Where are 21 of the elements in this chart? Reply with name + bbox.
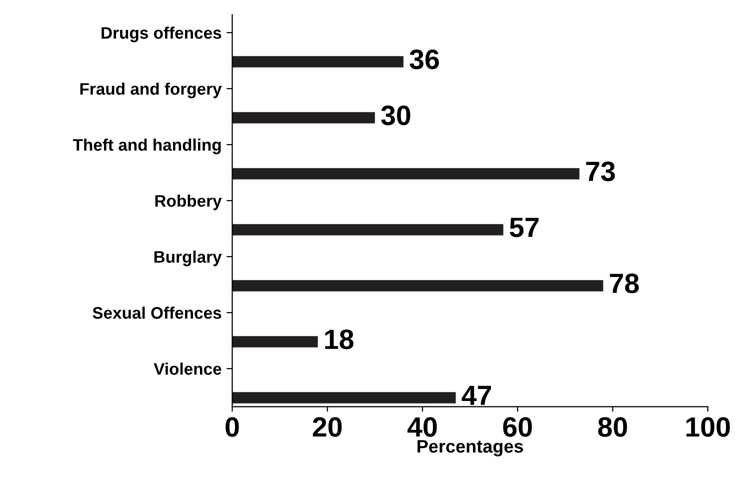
y-tick-label: Violence [154,362,222,375]
y-tick-label: Fraud and forgery [80,82,222,98]
x-axis-title: Percentages [418,440,523,456]
x-tick-label: 0 [226,417,239,437]
data-label: 78 [610,274,639,294]
x-tick-label: 60 [503,417,532,437]
x-tick-label: 40 [407,417,437,437]
y-tick-label: Robbery [155,194,222,210]
y-tick-label: Theft and handling [72,138,221,154]
data-label: 18 [325,330,354,350]
data-label: 73 [586,162,615,182]
x-tick-label: 20 [312,417,342,437]
x-tick-label: 100 [686,417,730,437]
data-label: 36 [410,50,439,70]
x-tick-label: 80 [598,417,628,437]
y-tick-label: Burglary [154,250,222,266]
data-label: 47 [462,386,491,405]
y-tick-label: Sexual Offences [92,306,222,319]
y-tick-label: Drugs offences [102,26,222,42]
data-label: 57 [510,218,539,238]
data-label: 30 [381,106,410,126]
